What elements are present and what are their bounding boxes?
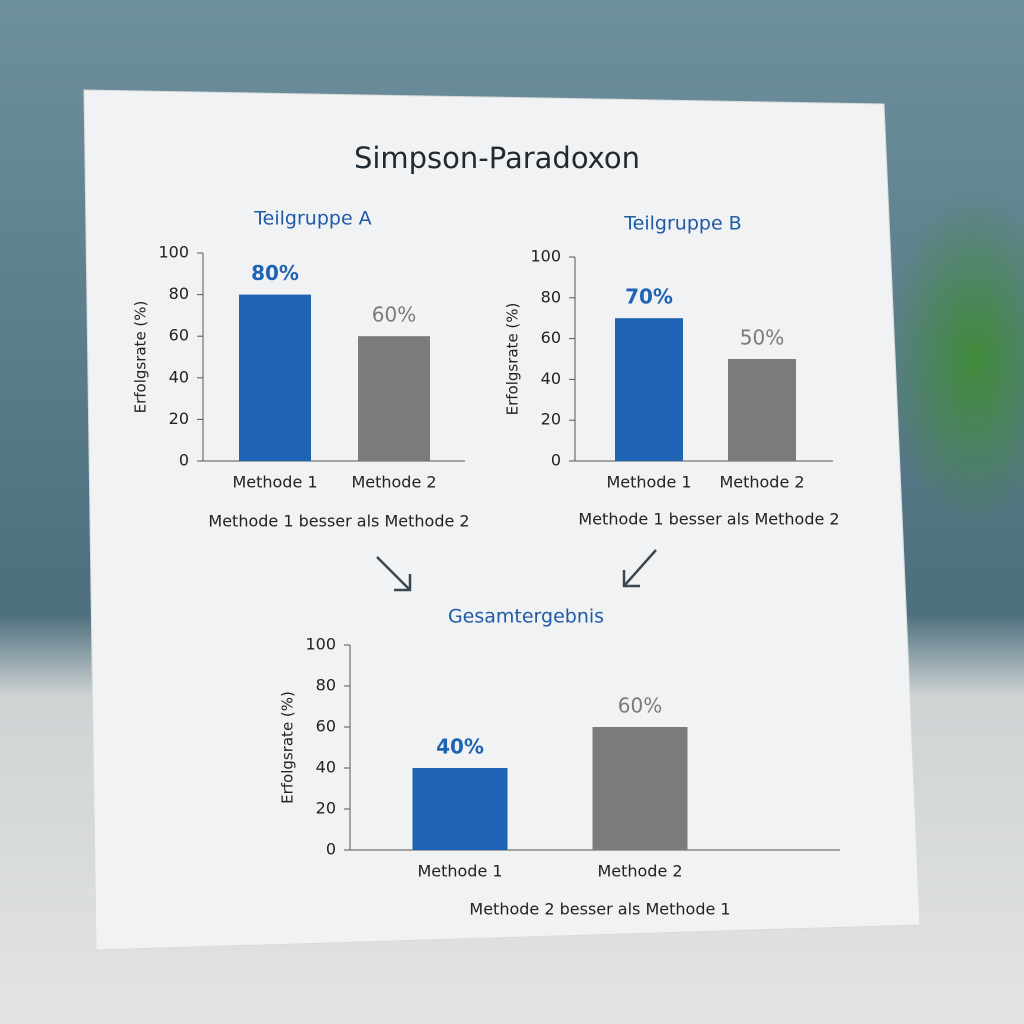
bar (412, 768, 508, 850)
x-tick-label: Methode 2 (597, 862, 682, 881)
chart-title: Teilgruppe A (253, 208, 371, 230)
main-title: Simpson-Paradoxon (354, 141, 640, 175)
arrow (622, 549, 657, 588)
y-axis-label: Erfolgsrate (%) (504, 303, 522, 416)
caption: Methode 1 besser als Methode 2 (578, 510, 839, 529)
arrow (376, 556, 412, 592)
x-tick-label: Methode 1 (232, 473, 317, 492)
y-axis-label: Erfolgsrate (%) (279, 691, 297, 804)
value-label: 70% (625, 285, 673, 309)
y-tick-label: 80 (316, 676, 336, 695)
bar (239, 294, 311, 461)
y-tick-label: 100 (530, 247, 561, 266)
caption: Methode 1 besser als Methode 2 (208, 512, 469, 531)
value-label: 60% (618, 694, 662, 718)
chart-title: Teilgruppe B (623, 213, 741, 235)
y-tick-label: 20 (541, 410, 561, 429)
arrows (376, 549, 657, 592)
y-tick-label: 80 (541, 287, 561, 306)
x-tick-label: Methode 2 (719, 473, 804, 492)
x-tick-label: Methode 2 (351, 473, 436, 492)
value-label: 80% (251, 261, 299, 285)
y-tick-label: 40 (316, 758, 336, 777)
value-label: 50% (740, 326, 784, 350)
bar (615, 318, 683, 461)
x-tick-label: Methode 1 (606, 473, 691, 492)
chart-title: Gesamtergebnis (448, 606, 604, 628)
y-tick-label: 20 (169, 409, 189, 428)
x-tick-label: Methode 1 (417, 862, 502, 881)
bar (358, 336, 430, 461)
plant (885, 190, 1024, 530)
y-tick-label: 60 (169, 326, 189, 345)
bar (592, 727, 688, 850)
y-tick-label: 0 (179, 451, 189, 470)
y-tick-label: 0 (551, 451, 561, 470)
bar (728, 359, 796, 461)
y-tick-label: 100 (305, 635, 336, 654)
value-label: 60% (372, 303, 416, 327)
y-tick-label: 100 (158, 243, 189, 262)
y-tick-label: 80 (169, 284, 189, 303)
y-tick-label: 60 (316, 717, 336, 736)
y-tick-label: 40 (541, 369, 561, 388)
caption: Methode 2 besser als Methode 1 (469, 900, 730, 919)
value-label: 40% (436, 735, 484, 759)
y-tick-label: 0 (326, 840, 336, 859)
y-tick-label: 40 (169, 367, 189, 386)
y-tick-label: 60 (541, 328, 561, 347)
y-axis-label: Erfolgsrate (%) (132, 301, 150, 414)
y-tick-label: 20 (316, 799, 336, 818)
